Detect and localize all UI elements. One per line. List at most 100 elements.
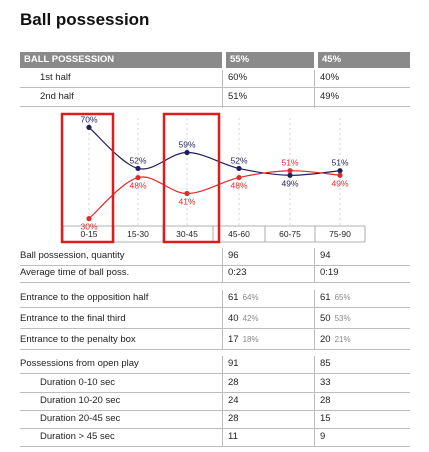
row-value-team2: 50 53% [320, 313, 351, 324]
x-tick-label: 15-30 [127, 229, 149, 239]
row-value-team1: 17 18% [228, 334, 259, 345]
data-point [184, 190, 190, 197]
table-row: Possessions from open play 91 85 [20, 356, 410, 374]
value-team1-pct: 18% [242, 335, 259, 344]
value-team1: 91 [228, 358, 239, 369]
data-point [184, 149, 190, 156]
data-label: 70% [80, 114, 97, 124]
table-row: Duration 10-20 sec 24 28 [20, 393, 410, 411]
row-value-team1: 61 64% [228, 292, 259, 303]
table-row: Ball possession, quantity 96 94 [20, 248, 410, 266]
data-point [287, 168, 293, 174]
row-label: Duration 10-20 sec [40, 395, 121, 406]
row-value-team2: 85 [320, 358, 331, 369]
row-label: Entrance to the penalty box [20, 334, 136, 345]
row-label: 1st half [40, 72, 71, 83]
data-point [337, 168, 343, 174]
data-label: 52% [230, 155, 247, 165]
table-row: Entrance to the opposition half 61 64% 61 65… [20, 290, 410, 308]
value-team2: 9 [320, 431, 326, 442]
table-row: Duration 0-10 sec 28 33 [20, 375, 410, 393]
data-label: 59% [178, 139, 195, 149]
data-label: 30% [80, 222, 97, 232]
value-team1: 24 [228, 395, 239, 406]
data-label: 51% [331, 158, 348, 168]
value-team2: 94 [320, 250, 331, 261]
value-team1: 11 [228, 431, 238, 442]
row-value-team1: 28 [228, 413, 239, 424]
value-team1: 28 [228, 377, 239, 388]
row-value-team2: 94 [320, 250, 331, 261]
value-team1: 28 [228, 413, 239, 424]
table-row: 2nd half 51% 49% [20, 89, 410, 107]
row-value-team1: 91 [228, 358, 239, 369]
table-row: Entrance to the penalty box 17 18% 20 21% [20, 332, 410, 350]
value-team2: 33 [320, 377, 331, 388]
data-point [337, 172, 343, 178]
value-team1: 0:23 [228, 267, 247, 278]
header-label: BALL POSSESSION [20, 52, 222, 68]
value-team2-pct: 53% [334, 314, 351, 323]
row-value-team2: 40% [320, 72, 339, 83]
row-label: 2nd half [40, 91, 74, 102]
data-label: 48% [230, 181, 247, 191]
value-team2: 40% [320, 72, 340, 83]
row-value-team1: 60% [228, 72, 247, 83]
x-tick-label: 75-90 [329, 229, 351, 239]
column-divider [314, 356, 315, 446]
row-value-team2: 61 65% [320, 292, 351, 303]
data-point [135, 165, 141, 172]
row-label: Duration > 45 sec [40, 431, 115, 442]
row-label: Ball possession, quantity [20, 250, 125, 261]
data-point [86, 216, 92, 222]
value-team2: 50 [320, 313, 331, 324]
value-team1: 96 [228, 250, 239, 261]
value-team2: 15 [320, 413, 331, 424]
value-team1-pct: 42% [242, 314, 259, 323]
data-point [86, 124, 92, 130]
data-label: 49% [331, 178, 348, 188]
row-value-team2: 49% [320, 91, 339, 102]
value-team2: 28 [320, 395, 331, 406]
value-team1: 60% [228, 72, 248, 83]
row-value-team1: 40 42% [228, 313, 259, 324]
value-team2-pct: 21% [334, 335, 351, 344]
data-label: 48% [129, 181, 146, 191]
series-line-1 [88, 126, 341, 176]
row-value-team2: 28 [320, 395, 331, 406]
series-line-2 [88, 170, 341, 220]
value-team2: 61 [320, 292, 331, 303]
x-tick-label: 45-60 [228, 229, 250, 239]
value-team2: 0:19 [320, 267, 339, 278]
value-team1: 17 [228, 334, 239, 345]
table-row: Duration > 45 sec 11 9 [20, 429, 410, 447]
column-divider [222, 290, 223, 350]
column-divider [314, 248, 315, 282]
row-value-team1: 11 [228, 431, 238, 442]
row-value-team2: 15 [320, 413, 331, 424]
value-team2: 49% [320, 91, 340, 102]
value-team1: 40 [228, 313, 239, 324]
value-team2-pct: 65% [334, 293, 351, 302]
row-label: Duration 20-45 sec [40, 413, 121, 424]
row-value-team1: 96 [228, 250, 239, 261]
row-value-team1: 51% [228, 91, 247, 102]
row-value-team2: 9 [320, 431, 325, 442]
value-team1: 51% [228, 91, 248, 102]
row-value-team2: 20 21% [320, 334, 351, 345]
value-team2: 85 [320, 358, 331, 369]
x-tick-label: 60-75 [279, 229, 301, 239]
column-divider [314, 70, 315, 108]
row-label: Duration 0-10 sec [40, 377, 115, 388]
value-team1: 61 [228, 292, 239, 303]
data-label: 51% [281, 158, 298, 168]
column-divider [222, 248, 223, 282]
data-point [236, 165, 242, 172]
page-title: Ball possession [20, 10, 150, 29]
row-value-team2: 33 [320, 377, 331, 388]
header-team1: 55% [226, 52, 314, 68]
data-point [287, 172, 293, 178]
value-team1-pct: 64% [242, 293, 259, 302]
data-point [135, 174, 141, 181]
